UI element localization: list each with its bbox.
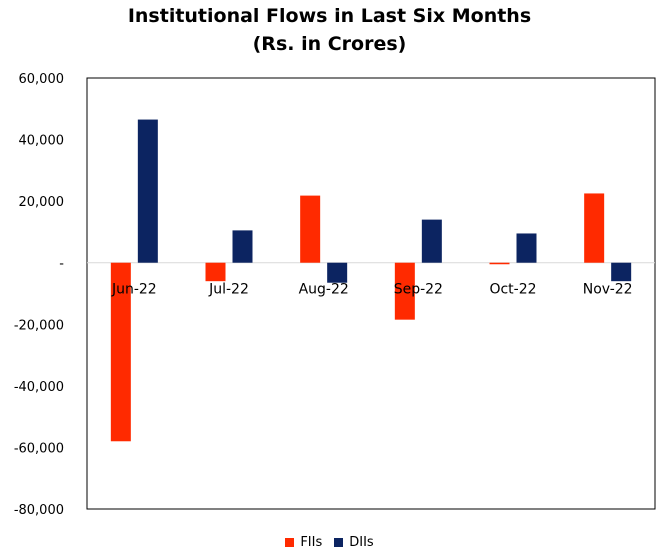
y-tick-label: 40,000 bbox=[19, 134, 65, 149]
bar-fiis-sep-22 bbox=[394, 262, 415, 320]
x-category-label: Sep-22 bbox=[394, 282, 443, 298]
x-category-label: Aug-22 bbox=[299, 282, 349, 298]
bar-fiis-aug-22 bbox=[300, 195, 321, 263]
bar-diis-sep-22 bbox=[421, 219, 442, 263]
y-tick-label: 20,000 bbox=[19, 195, 65, 210]
chart-title: Institutional Flows in Last Six Months (… bbox=[0, 2, 659, 58]
x-category-label: Jun-22 bbox=[111, 282, 157, 298]
x-category-label: Oct-22 bbox=[489, 282, 536, 298]
chart-title-line-2: (Rs. in Crores) bbox=[252, 33, 407, 55]
chart-title-line-1: Institutional Flows in Last Six Months bbox=[127, 5, 532, 27]
legend: FIIs DIIs bbox=[0, 535, 659, 551]
x-category-label: Nov-22 bbox=[583, 282, 633, 298]
bar-diis-jun-22 bbox=[137, 119, 158, 263]
bar-diis-aug-22 bbox=[327, 262, 348, 283]
legend-item-fiis: FIIs bbox=[285, 535, 322, 550]
y-tick-label: 60,000 bbox=[19, 72, 65, 87]
bar-diis-nov-22 bbox=[611, 262, 632, 282]
y-tick-label: -20,000 bbox=[14, 318, 64, 333]
legend-item-diis: DIIs bbox=[334, 535, 374, 550]
legend-swatch bbox=[334, 538, 344, 547]
bar-fiis-jul-22 bbox=[205, 262, 226, 282]
y-tick-label: - bbox=[59, 257, 64, 272]
legend-swatch bbox=[285, 538, 295, 547]
bar-fiis-nov-22 bbox=[584, 193, 605, 263]
bar-fiis-oct-22 bbox=[489, 262, 510, 265]
bar-diis-jul-22 bbox=[232, 230, 253, 263]
y-tick-label: -60,000 bbox=[14, 441, 64, 456]
bar-fiis-jun-22 bbox=[110, 262, 131, 442]
y-tick-label: -40,000 bbox=[14, 380, 64, 395]
plot-frame bbox=[86, 77, 656, 510]
legend-label: FIIs bbox=[300, 535, 323, 550]
bar-diis-oct-22 bbox=[516, 233, 537, 263]
legend-label: DIIs bbox=[349, 535, 374, 550]
x-category-label: Jul-22 bbox=[208, 282, 249, 298]
y-tick-label: -80,000 bbox=[14, 503, 64, 518]
